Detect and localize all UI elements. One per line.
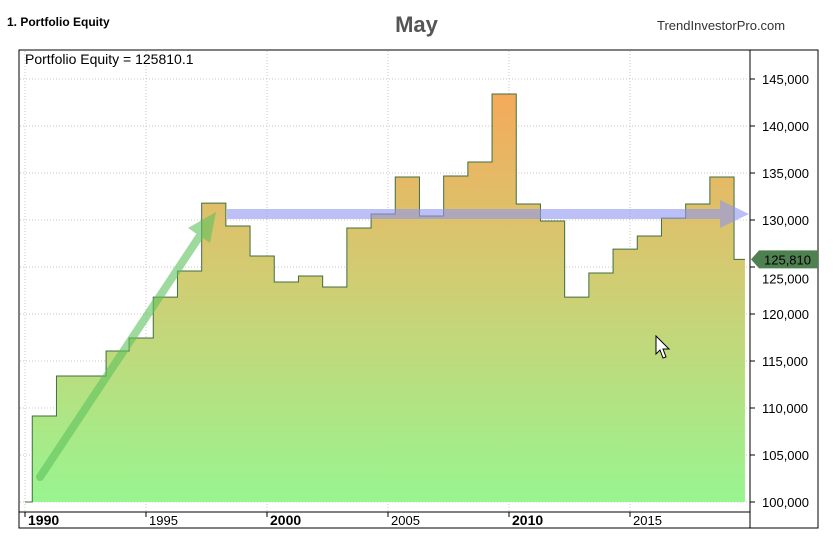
pane-title: 1. Portfolio Equity: [7, 15, 110, 29]
y-tick-label: 145,000: [762, 72, 809, 87]
y-tick-label: 115,000: [762, 354, 808, 369]
y-tick-label: 105,000: [762, 448, 809, 463]
y-tick-label: 135,000: [762, 166, 809, 181]
last-value-label: 125,810: [764, 252, 811, 267]
y-tick-label: 100,000: [762, 495, 809, 510]
x-axis: 1990 1995 2000 2005 2010 2015: [24, 512, 662, 528]
y-axis-frame: [749, 49, 819, 529]
y-axis: 100,000 105,000 110,000 115,000 120,000 125,0…: [750, 72, 809, 510]
y-tick-label: 140,000: [762, 119, 809, 134]
x-tick-label: 2005: [391, 513, 420, 528]
x-tick-label: 2010: [512, 512, 543, 528]
y-tick-label: 120,000: [762, 307, 809, 322]
y-tick-label: 130,000: [762, 213, 809, 228]
x-tick-label: 1995: [149, 513, 178, 528]
x-tick-label: 2015: [633, 513, 662, 528]
mouse-cursor-icon: [655, 334, 671, 359]
x-tick-label: 1990: [28, 512, 59, 528]
chart-title: May: [395, 12, 438, 37]
equity-area: [25, 94, 745, 502]
y-tick-label: 125,000: [762, 271, 809, 286]
last-value-marker: 125,810: [751, 250, 818, 269]
watermark: TrendInvestorPro.com: [657, 18, 786, 33]
x-tick-label: 2000: [270, 512, 301, 528]
legend: Portfolio Equity = 125810.1: [25, 51, 194, 67]
green-trend-arrow: [36, 212, 216, 481]
y-tick-label: 110,000: [762, 401, 808, 416]
flat-arrow: [227, 200, 749, 228]
